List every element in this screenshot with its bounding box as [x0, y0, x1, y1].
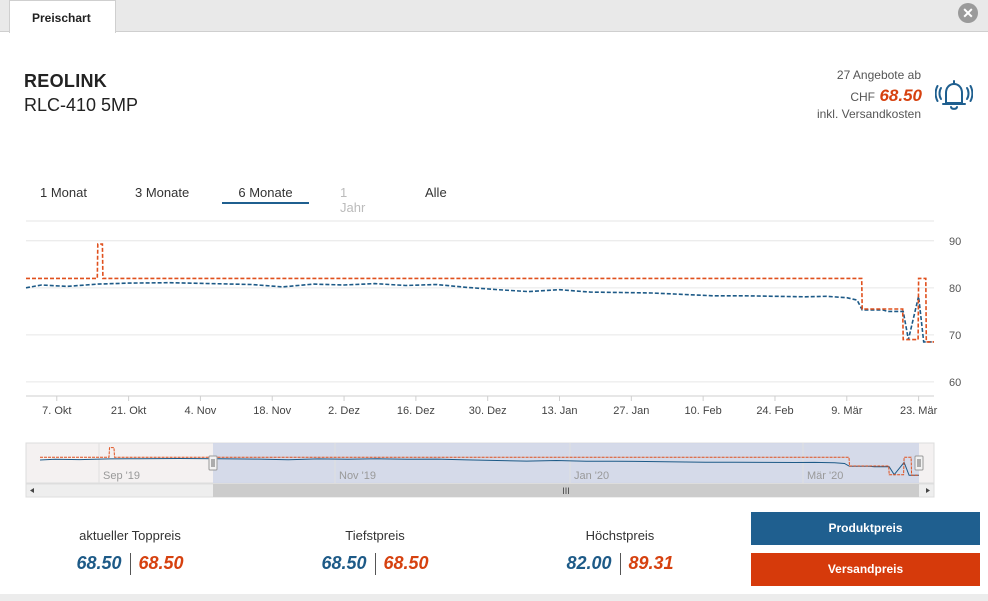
range-tab-alle[interactable]: Alle: [425, 185, 447, 200]
close-icon[interactable]: ✕: [958, 3, 978, 23]
footer-strip: [0, 594, 988, 601]
navigator-right-handle[interactable]: [914, 455, 924, 471]
navigator-label: Nov '19: [339, 470, 376, 482]
stat-divider: [374, 553, 376, 576]
best-price-line: CHF 68.50: [850, 86, 922, 106]
x-tick-label: 16. Dez: [397, 405, 435, 417]
product-price-button[interactable]: Produktpreis: [751, 512, 980, 545]
handle-body: [914, 455, 924, 471]
stat-divider: [619, 553, 621, 576]
navigator-shipping-price-series: [40, 447, 919, 476]
range-tab-6-monate[interactable]: 6 Monate: [222, 185, 309, 204]
navigator-label: Sep '19: [103, 470, 140, 482]
offers-count[interactable]: 27 Angebote ab: [836, 68, 921, 82]
product-model: RLC-410 5MP: [24, 95, 139, 115]
x-tick-label: 23. Mär: [900, 405, 938, 417]
x-tick-label: 7. Okt: [42, 405, 71, 417]
y-tick-label: 90: [949, 236, 961, 248]
navigator-label: Jan '20: [574, 470, 609, 482]
stat-shipping-price: 68.50: [138, 553, 184, 573]
stat-product-price: 82.00: [566, 553, 612, 573]
stat-lowest: Tiefstpreis 68.50 68.50: [265, 528, 485, 576]
tab-bar: Preischart ✕: [0, 0, 988, 33]
stat-values: 68.50 68.50: [265, 553, 485, 576]
shipping-note: inkl. Versandkosten: [816, 107, 921, 121]
price-alert-bell-icon[interactable]: [935, 77, 973, 113]
stat-values: 82.00 89.31: [510, 553, 730, 576]
x-tick-label: 30. Dez: [469, 405, 507, 417]
stat-label: Tiefstpreis: [345, 528, 405, 543]
navigator-product-price-series: [39, 457, 919, 476]
price-chart: 60 70 80 90 7. Okt 21. Okt 4. Nov 18. Nov 2. Dez…: [25, 220, 961, 498]
product-price-series: [25, 281, 934, 343]
scroll-right-arrow-icon[interactable]: [926, 488, 930, 493]
stat-divider: [129, 553, 131, 576]
x-tick-label: 27. Jan: [613, 405, 649, 417]
x-tick-label: 24. Feb: [756, 405, 793, 417]
x-tick-label: 9. Mär: [831, 405, 863, 417]
time-range-tabs: 1 Monat 3 Monate 6 Monate 1 Jahr Alle: [22, 185, 447, 215]
stat-label: aktueller Toppreis: [79, 528, 181, 543]
stat-highest: Höchstpreis 82.00 89.31: [510, 528, 730, 576]
navigator-selection: [213, 443, 919, 483]
range-tab-1-monat[interactable]: 1 Monat: [40, 185, 87, 200]
y-tick-label: 60: [949, 377, 961, 389]
stat-shipping-price: 89.31: [628, 553, 674, 573]
stat-shipping-price: 68.50: [383, 553, 429, 573]
handle-body: [208, 455, 218, 471]
navigator-label: Mär '20: [807, 470, 843, 482]
stat-values: 68.50 68.50: [20, 553, 240, 576]
x-tick-label: 4. Nov: [185, 405, 217, 417]
navigator-left-handle[interactable]: [208, 455, 218, 471]
stat-product-price: 68.50: [321, 553, 367, 573]
best-price: 68.50: [879, 86, 922, 105]
scroll-left-arrow-icon[interactable]: [30, 488, 34, 493]
scrollbar-thumb[interactable]: [213, 484, 919, 497]
stat-label: Höchstpreis: [585, 528, 655, 543]
range-tab-1-jahr: 1 Jahr: [340, 185, 366, 215]
x-tick-label: 13. Jan: [541, 405, 577, 417]
y-tick-label: 70: [949, 330, 961, 342]
currency-label: CHF: [850, 90, 875, 104]
shipping-price-button[interactable]: Versandpreis: [751, 553, 980, 586]
y-tick-label: 80: [949, 283, 961, 295]
stat-current-top: aktueller Toppreis 68.50 68.50: [20, 528, 240, 576]
product-brand: REOLINK: [24, 71, 108, 91]
scrollbar-grip: III: [562, 486, 570, 496]
stat-product-price: 68.50: [76, 553, 122, 573]
range-tab-3-monate[interactable]: 3 Monate: [135, 185, 190, 200]
x-tick-label: 18. Nov: [253, 405, 291, 417]
shipping-price-series: [26, 243, 934, 343]
x-tick-label: 21. Okt: [111, 405, 146, 417]
x-tick-label: 10. Feb: [684, 405, 721, 417]
x-tick-label: 2. Dez: [328, 405, 360, 417]
tab-preischart[interactable]: Preischart: [9, 0, 116, 33]
